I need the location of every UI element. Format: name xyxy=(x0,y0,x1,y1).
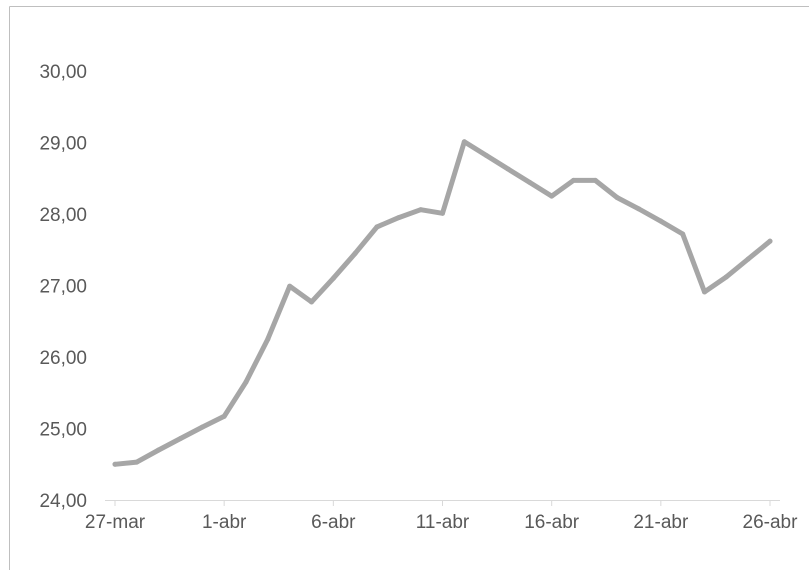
data-point xyxy=(178,436,183,442)
x-tick-label: 26-abr xyxy=(743,512,799,533)
y-tick-label: 25,00 xyxy=(39,420,87,441)
data-point xyxy=(745,256,751,262)
data-point xyxy=(221,413,227,419)
data-point xyxy=(199,424,205,430)
data-point xyxy=(418,207,424,213)
x-tick-label: 16-abr xyxy=(524,512,580,533)
data-point xyxy=(440,210,445,216)
data-point xyxy=(265,336,271,342)
series-group xyxy=(112,139,773,467)
data-point xyxy=(330,275,336,281)
data-point xyxy=(702,289,707,295)
x-tick-label: 1-abr xyxy=(202,512,247,533)
y-tick-label: 24,00 xyxy=(39,491,87,512)
data-point xyxy=(352,250,358,256)
data-point xyxy=(483,152,489,158)
series-line xyxy=(112,139,773,467)
x-axis-ticks: 27-mar 1-abr 6-abr 11-abr 16-abr 21-abr 26-abr xyxy=(85,500,798,533)
data-point xyxy=(461,139,467,145)
data-point xyxy=(309,299,314,305)
data-point xyxy=(592,177,598,183)
data-point xyxy=(374,224,380,230)
data-point xyxy=(112,461,118,467)
y-axis-tick-labels: 24,00 25,00 26,00 27,00 28,00 29,00 30,00 xyxy=(39,62,87,512)
x-tick-label: 11-abr xyxy=(416,512,470,533)
data-point xyxy=(767,238,773,244)
data-point xyxy=(156,447,162,453)
x-tick-label: 21-abr xyxy=(633,512,689,533)
data-point xyxy=(287,283,293,289)
x-tick-label: 6-abr xyxy=(311,512,356,533)
data-point xyxy=(134,459,140,465)
data-point xyxy=(680,231,686,237)
data-point xyxy=(396,215,402,221)
data-point xyxy=(571,177,576,183)
y-tick-label: 29,00 xyxy=(39,134,87,155)
data-point xyxy=(658,218,664,224)
data-point xyxy=(614,195,620,201)
y-tick-label: 27,00 xyxy=(39,277,87,298)
data-point xyxy=(527,180,533,186)
data-point xyxy=(505,166,511,172)
y-tick-label: 26,00 xyxy=(39,348,87,369)
data-point xyxy=(243,379,249,385)
y-tick-label: 28,00 xyxy=(39,205,87,226)
data-point xyxy=(549,193,555,199)
data-point xyxy=(636,206,642,212)
data-point xyxy=(723,274,729,280)
x-tick-label: 27-mar xyxy=(85,512,146,533)
y-tick-label: 30,00 xyxy=(39,62,87,83)
